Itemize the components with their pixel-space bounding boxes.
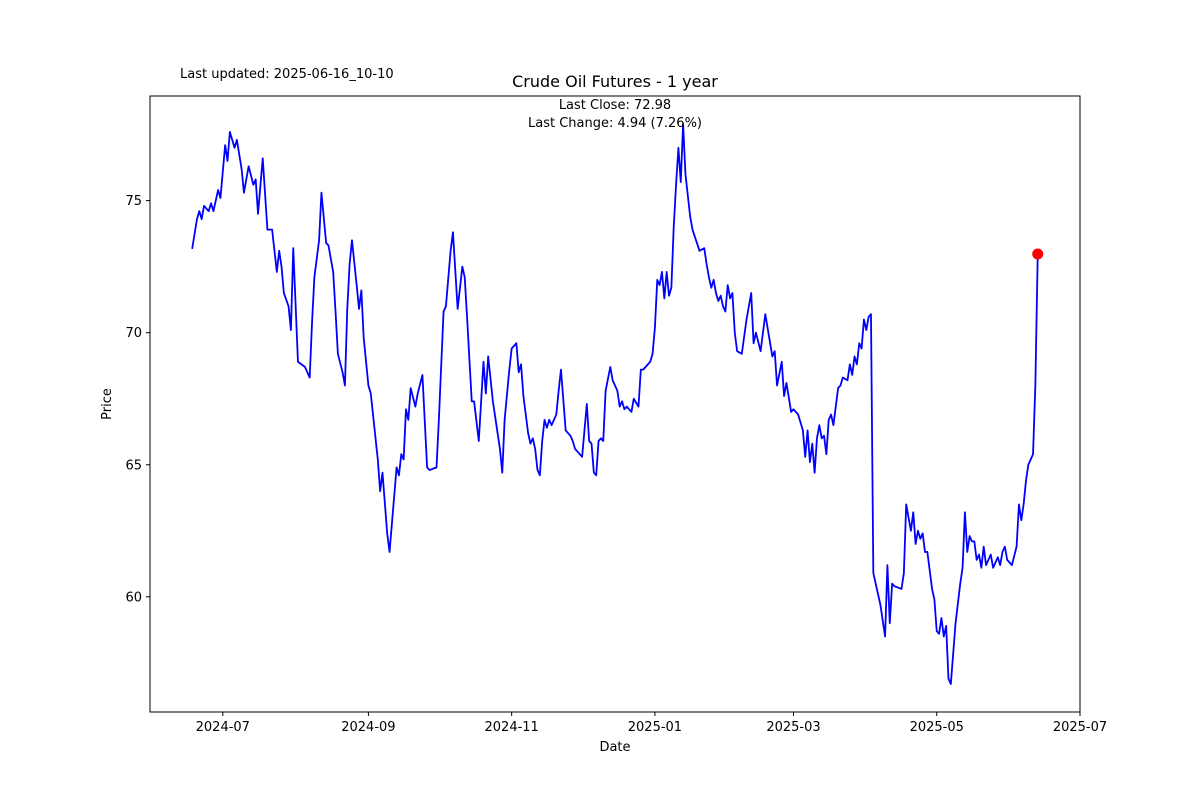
x-tick-label: 2025-03 xyxy=(766,720,820,735)
price-line xyxy=(191,123,1039,685)
last-close-annotation: Last Close: 72.98 Last Change: 4.94 (7.2… xyxy=(150,97,1080,133)
x-tick-label: 2025-07 xyxy=(1053,720,1107,735)
last-close-line: Last Close: 72.98 xyxy=(558,98,672,113)
x-axis-label: Date xyxy=(599,740,630,755)
axes-border xyxy=(149,95,1081,713)
x-tick-label: 2024-09 xyxy=(341,720,395,735)
y-axis-label: Price xyxy=(100,388,115,420)
last-change-line: Last Change: 4.94 (7.26%) xyxy=(527,116,702,131)
y-tick-label: 75 xyxy=(125,194,142,209)
x-tick-label: 2024-11 xyxy=(485,720,539,735)
last-updated-annotation: Last updated: 2025-06-16_10-10 xyxy=(180,67,394,82)
x-tick-label: 2025-05 xyxy=(910,720,964,735)
chart-title: Crude Oil Futures - 1 year xyxy=(512,72,718,91)
y-tick-label: 70 xyxy=(125,326,142,341)
y-tick-label: 60 xyxy=(125,590,142,605)
y-tick-label: 65 xyxy=(125,458,142,473)
last-point-marker xyxy=(1032,248,1044,260)
x-tick-label: 2024-07 xyxy=(196,720,250,735)
x-tick-label: 2025-01 xyxy=(628,720,682,735)
